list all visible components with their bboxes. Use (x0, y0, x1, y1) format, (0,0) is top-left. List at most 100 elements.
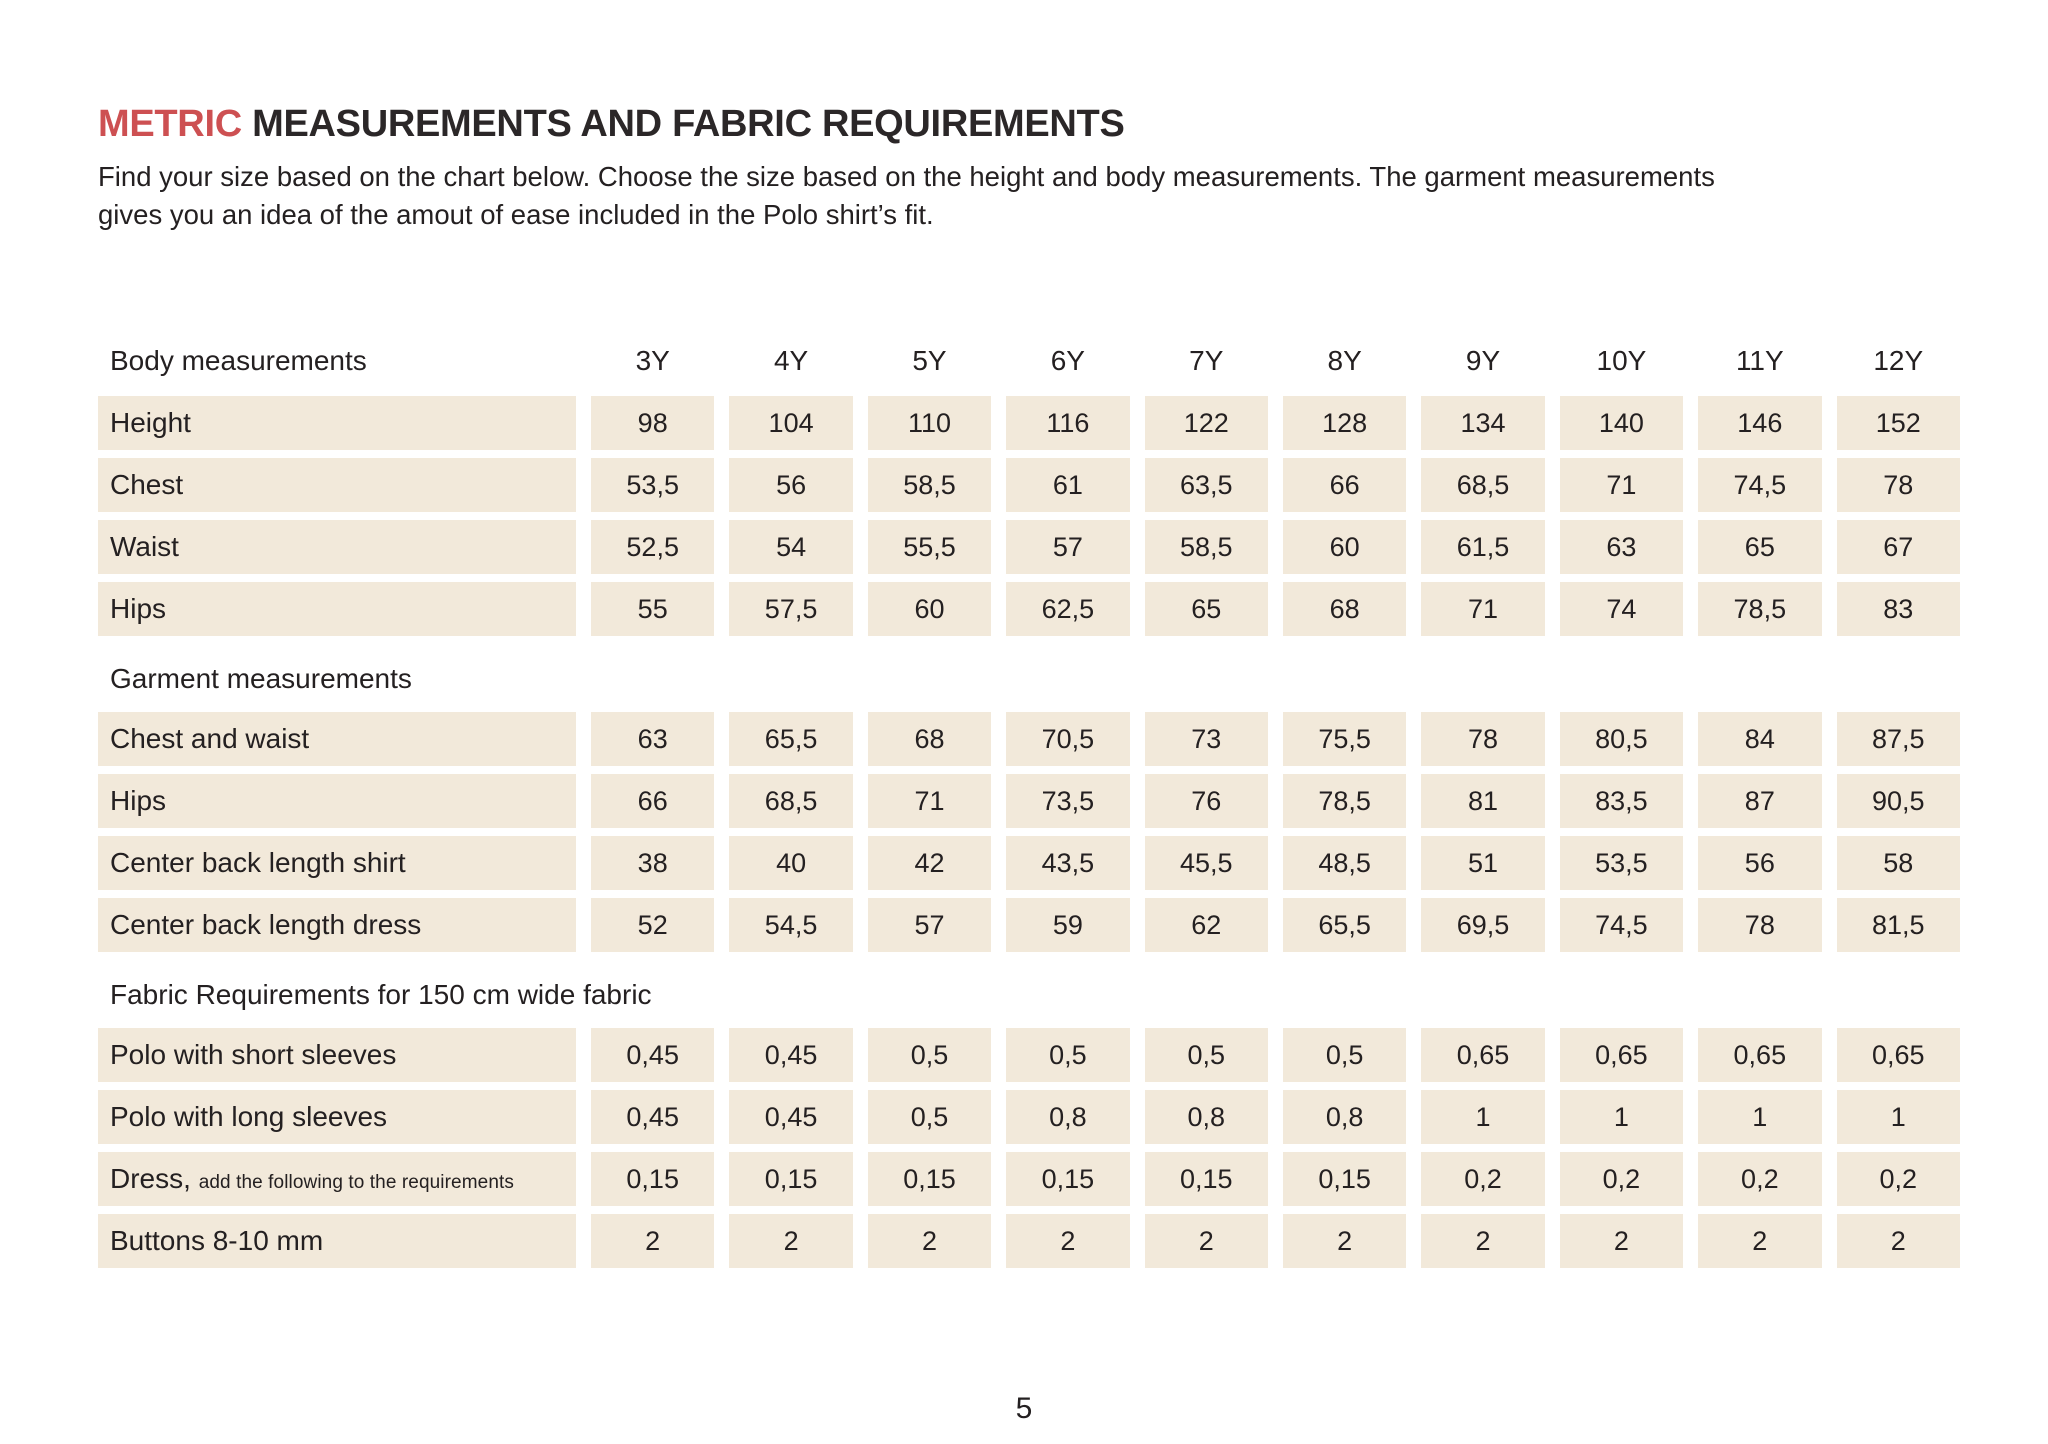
table-row: Center back length shirt 38 40 42 43,5 45,5 48… (98, 836, 1960, 890)
row-label: Body measurements (98, 338, 576, 388)
value-cell: 70,5 (1006, 712, 1130, 766)
value-cell: 134 (1421, 396, 1545, 450)
value-cell: 78 (1421, 712, 1545, 766)
value-cell: 45,5 (1144, 836, 1268, 890)
value-cell: 48,5 (1282, 836, 1407, 890)
value-cell: 1 (1559, 1090, 1684, 1144)
row-label: Waist (98, 520, 576, 574)
row-label-text: Center back length shirt (110, 847, 406, 878)
table-row: Center back length dress 52 54,5 57 59 62 65,5… (98, 898, 1960, 952)
value-cell: 68 (1282, 582, 1407, 636)
page-number: 5 (1015, 1392, 1033, 1425)
size-column-header: 5Y (912, 344, 947, 376)
value-cell: 51 (1421, 836, 1545, 890)
row-label-text: Polo with long sleeves (110, 1101, 388, 1132)
value-cell: 104 (729, 396, 853, 450)
value-cell: 60 (1282, 520, 1407, 574)
value-cell: 0,65 (1421, 1028, 1545, 1082)
table-row: Hips 55 57,5 60 62,5 65 68 71 74 78,5 83 (98, 582, 1960, 636)
table-row: Chest and waist 63 65,5 68 70,5 73 75,5 78 80,5 8… (98, 712, 1960, 766)
size-column-header: 11Y (1735, 344, 1784, 376)
size-column-header: 10Y (1596, 344, 1647, 376)
value-cell: 0,15 (867, 1152, 992, 1206)
size-column-header: 8Y (1327, 344, 1362, 376)
value-cell: 83,5 (1559, 774, 1684, 828)
value-cell: 56 (729, 458, 853, 512)
row-label-text: Hips (110, 593, 167, 624)
row-label-text: Buttons 8-10 mm (110, 1225, 324, 1256)
value-cell: 52,5 (591, 520, 715, 574)
value-cell: 55 (591, 582, 715, 636)
value-cell: 57 (1006, 520, 1130, 574)
value-cell: 67 (1836, 520, 1960, 574)
value-cell: 40 (729, 836, 853, 890)
row-label: Hips (98, 774, 576, 828)
value-cell: 2 (591, 1214, 715, 1268)
row-label: Dress, add the following to the requirem… (98, 1152, 576, 1206)
value-cell: 0,45 (591, 1028, 715, 1082)
value-cell: 2 (1421, 1214, 1545, 1268)
value-cell: 0,65 (1559, 1028, 1684, 1082)
value-cell: 57,5 (729, 582, 853, 636)
value-cell: 1 (1836, 1090, 1960, 1144)
value-cell: 0,65 (1836, 1028, 1960, 1082)
value-cell: 0,5 (867, 1090, 992, 1144)
page-title-rest: MEASUREMENTS AND FABRIC REQUIREMENTS (241, 103, 1125, 145)
value-cell: 65,5 (1282, 898, 1407, 952)
value-cell: 78,5 (1282, 774, 1407, 828)
row-label: Buttons 8-10 mm (98, 1214, 576, 1268)
value-cell: 66 (1282, 458, 1407, 512)
row-label-text: Waist (110, 531, 179, 562)
size-column-header: 6Y (1050, 344, 1085, 376)
value-cell: 56 (1698, 836, 1822, 890)
value-cell: 69,5 (1421, 898, 1545, 952)
table-section-row: Garment measurements (98, 644, 1960, 704)
value-cell: 78 (1836, 458, 1960, 512)
value-cell: 73 (1144, 712, 1268, 766)
value-cell: 71 (867, 774, 992, 828)
value-cell: 65,5 (729, 712, 853, 766)
value-cell: 58,5 (867, 458, 992, 512)
value-cell: 0,45 (591, 1090, 715, 1144)
value-cell: 110 (867, 396, 992, 450)
value-cell: 65 (1144, 582, 1268, 636)
value-cell: 2 (1006, 1214, 1130, 1268)
value-cell: 122 (1144, 396, 1268, 450)
value-cell: 78 (1698, 898, 1822, 952)
value-cell: 0,15 (1282, 1152, 1407, 1206)
value-cell: 2 (1144, 1214, 1268, 1268)
table-row: Chest 53,5 56 58,5 61 63,5 66 68,5 71 74,5 78 (98, 458, 1960, 512)
row-label: Chest (98, 458, 576, 512)
value-cell: 2 (729, 1214, 853, 1268)
row-label-text: Dress, (110, 1163, 191, 1194)
value-cell: 58,5 (1144, 520, 1268, 574)
value-cell: 75,5 (1282, 712, 1407, 766)
value-cell: 1 (1421, 1090, 1545, 1144)
value-cell: 68,5 (1421, 458, 1545, 512)
value-cell: 0,45 (729, 1028, 853, 1082)
intro-line-2: gives you an idea of the amout of ease i… (98, 199, 934, 230)
value-cell: 2 (867, 1214, 992, 1268)
value-cell: 87 (1698, 774, 1822, 828)
section-label: Fabric Requirements for 150 cm wide fabr… (110, 978, 652, 1010)
table-row: Height 98 104 110 116 122 128 134 140 146 152 (98, 396, 1960, 450)
value-cell: 0,8 (1144, 1090, 1268, 1144)
value-cell: 52 (591, 898, 715, 952)
value-cell: 2 (1836, 1214, 1960, 1268)
value-cell: 63 (1559, 520, 1684, 574)
row-label-text: Hips (110, 785, 167, 816)
value-cell: 2 (1559, 1214, 1684, 1268)
value-cell: 0,8 (1006, 1090, 1130, 1144)
value-cell: 0,2 (1698, 1152, 1822, 1206)
intro-line-1: Find your size based on the chart below.… (98, 161, 1715, 192)
measurements-table-body: Body measurements 3Y 4Y 5Y 6Y 7Y 8Y 9Y 10Y 11Y 12Y… (98, 338, 1960, 1268)
row-label: Center back length dress (98, 898, 576, 952)
value-cell: 0,45 (729, 1090, 853, 1144)
table-row: Dress, add the following to the requirem… (98, 1152, 1960, 1206)
row-label-note: add the following to the requirements (198, 1172, 514, 1193)
page-content: METRIC MEASUREMENTS AND FABRIC REQUIREME… (98, 103, 1960, 1268)
row-label: Center back length shirt (98, 836, 576, 890)
size-column-header: 4Y (773, 344, 809, 376)
value-cell: 58 (1836, 836, 1960, 890)
value-cell: 0,2 (1836, 1152, 1960, 1206)
